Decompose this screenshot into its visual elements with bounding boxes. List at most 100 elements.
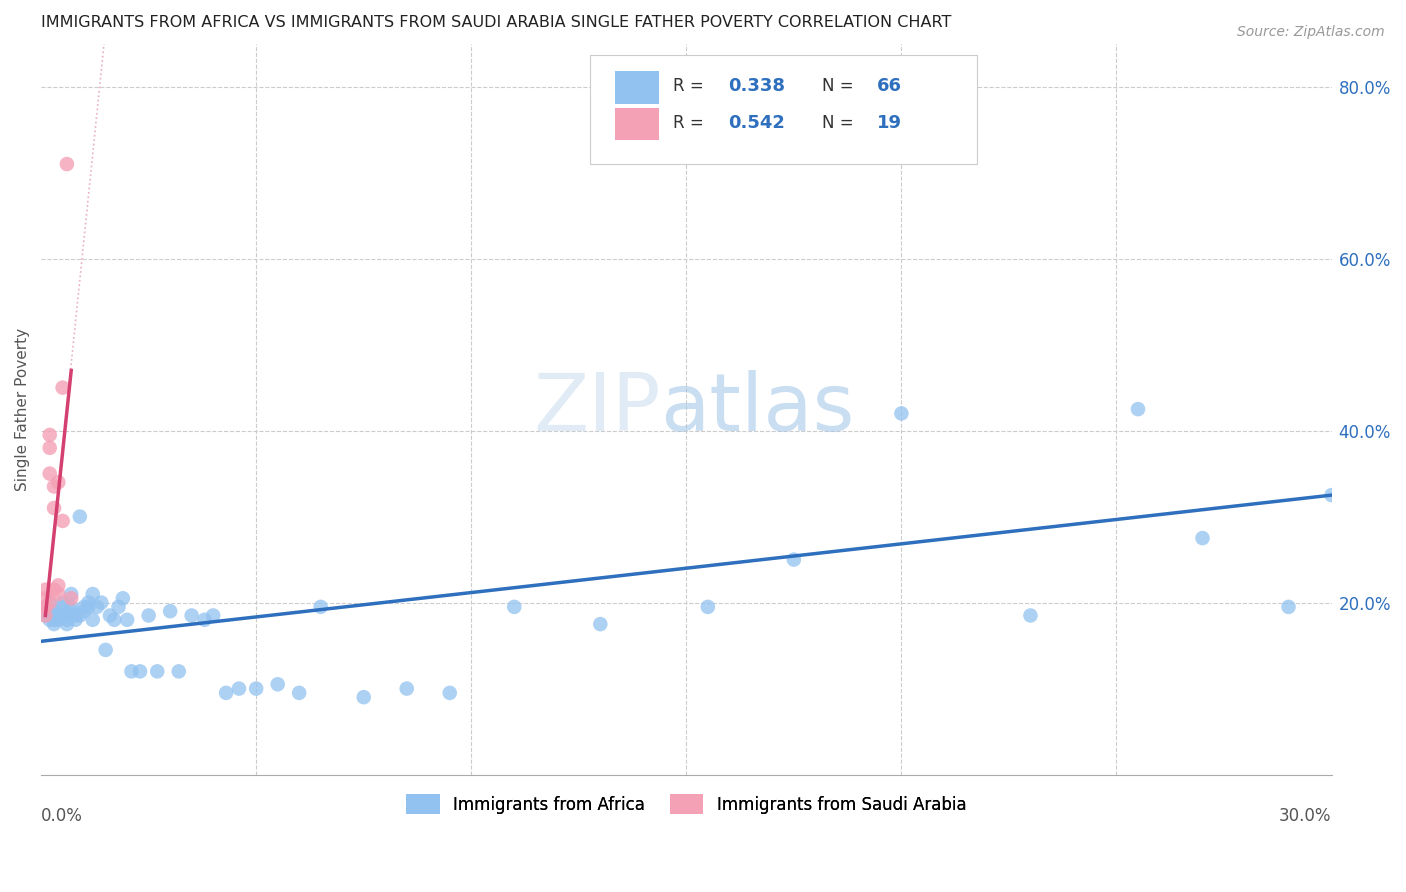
FancyBboxPatch shape [589, 54, 977, 164]
Text: 66: 66 [877, 77, 903, 95]
Point [56, 157, 79, 171]
Point [193, 613, 215, 627]
Point [77, 599, 100, 614]
Point [77, 596, 100, 610]
Point [94, 643, 117, 657]
Point [73, 604, 96, 618]
Point [42, 608, 65, 623]
Point [103, 613, 125, 627]
Text: N =: N = [823, 113, 859, 132]
Point [82, 587, 104, 601]
Point [439, 686, 461, 700]
Point [38, 441, 60, 455]
Point [69, 608, 91, 623]
Text: 0.542: 0.542 [728, 113, 785, 132]
Point [69, 509, 91, 524]
Text: 0.338: 0.338 [728, 77, 785, 95]
Point [34, 599, 56, 614]
Point [90, 596, 112, 610]
Point [46, 608, 69, 623]
Text: 0.0%: 0.0% [41, 807, 83, 825]
Point [34, 591, 56, 606]
Text: 30.0%: 30.0% [1279, 807, 1331, 825]
Point [46, 587, 69, 601]
FancyBboxPatch shape [616, 108, 659, 140]
Point [65, 608, 87, 623]
Point [34, 599, 56, 614]
Point [46, 475, 69, 490]
Point [288, 686, 311, 700]
Text: IMMIGRANTS FROM AFRICA VS IMMIGRANTS FROM SAUDI ARABIA SINGLE FATHER POVERTY COR: IMMIGRANTS FROM AFRICA VS IMMIGRANTS FRO… [41, 15, 952, 30]
Point [65, 613, 87, 627]
Text: R =: R = [673, 77, 710, 95]
Point [60, 604, 83, 618]
FancyBboxPatch shape [616, 71, 659, 103]
Point [115, 613, 138, 627]
Point [46, 613, 69, 627]
Y-axis label: Single Father Poverty: Single Father Poverty [15, 327, 30, 491]
Point [38, 604, 60, 618]
Point [52, 381, 75, 395]
Point [34, 599, 56, 614]
Point [111, 591, 134, 606]
Point [86, 599, 108, 614]
Point [309, 599, 332, 614]
Point [1320, 488, 1343, 502]
Point [180, 608, 202, 623]
Point [42, 479, 65, 493]
Text: R =: R = [673, 113, 710, 132]
Point [696, 599, 718, 614]
Text: Source: ZipAtlas.com: Source: ZipAtlas.com [1237, 25, 1385, 39]
Text: N =: N = [823, 77, 859, 95]
Point [34, 582, 56, 597]
Point [120, 665, 142, 679]
Point [107, 599, 129, 614]
Point [245, 681, 267, 696]
Point [42, 582, 65, 597]
Point [98, 608, 121, 623]
Point [167, 665, 190, 679]
Point [38, 467, 60, 481]
Point [146, 665, 169, 679]
Point [353, 690, 375, 705]
Point [589, 617, 612, 632]
Point [56, 608, 79, 623]
Point [82, 613, 104, 627]
Point [215, 686, 238, 700]
Point [1019, 608, 1042, 623]
Point [783, 552, 806, 566]
Point [202, 608, 225, 623]
Point [52, 596, 75, 610]
Point [38, 613, 60, 627]
Point [46, 578, 69, 592]
Point [52, 514, 75, 528]
Point [1126, 402, 1149, 417]
Text: ZIP: ZIP [533, 370, 661, 448]
Point [138, 608, 160, 623]
Point [34, 608, 56, 623]
Point [42, 501, 65, 516]
Point [890, 406, 912, 420]
Point [42, 617, 65, 632]
Point [38, 428, 60, 442]
Point [34, 608, 56, 623]
Point [38, 596, 60, 610]
Point [503, 599, 526, 614]
Point [129, 665, 152, 679]
Point [52, 599, 75, 614]
Point [56, 613, 79, 627]
Legend: Immigrants from Africa, Immigrants from Saudi Arabia: Immigrants from Africa, Immigrants from … [399, 788, 973, 821]
Point [1191, 531, 1213, 545]
Point [267, 677, 290, 691]
Text: atlas: atlas [661, 370, 855, 448]
Text: 19: 19 [877, 113, 903, 132]
Point [42, 613, 65, 627]
Point [60, 599, 83, 614]
Point [60, 591, 83, 606]
Point [395, 681, 418, 696]
Point [228, 681, 250, 696]
Point [38, 596, 60, 610]
Point [42, 604, 65, 618]
Point [73, 599, 96, 614]
Point [159, 604, 181, 618]
